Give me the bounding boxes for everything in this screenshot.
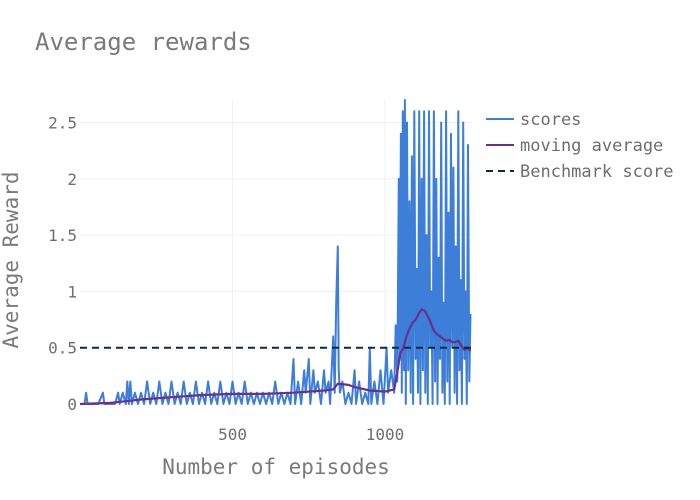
- x-tick-label: 1000: [366, 425, 405, 444]
- y-tick-label: 1: [67, 282, 77, 301]
- y-tick-label: 1.5: [48, 226, 77, 245]
- y-axis-label: Average Reward: [0, 171, 23, 348]
- legend-label: Benchmark score: [520, 162, 674, 182]
- x-axis-label: Number of episodes: [162, 455, 390, 479]
- series-layer: [79, 99, 472, 406]
- legend-label: moving average: [520, 136, 663, 156]
- y-tick-label: 0: [67, 395, 77, 414]
- series-line-moving-average: [79, 308, 472, 406]
- legend-item-moving-average[interactable]: moving average: [486, 136, 663, 156]
- axes: 0 0.5 1 1.5 2 2.5 500 1000: [48, 114, 404, 444]
- y-tick-label: 0.5: [48, 339, 77, 358]
- legend-label: scores: [520, 110, 581, 130]
- y-tick-label: 2.5: [48, 114, 77, 133]
- series-line-scores: [80, 99, 472, 405]
- y-tick-label: 2: [67, 170, 77, 189]
- chart-title: Average rewards: [35, 28, 252, 56]
- legend[interactable]: scores moving average Benchmark score: [486, 110, 674, 182]
- legend-item-scores[interactable]: scores: [486, 110, 581, 130]
- legend-item-benchmark-score[interactable]: Benchmark score: [486, 162, 674, 182]
- x-tick-label: 500: [218, 425, 247, 444]
- grid: [80, 100, 472, 404]
